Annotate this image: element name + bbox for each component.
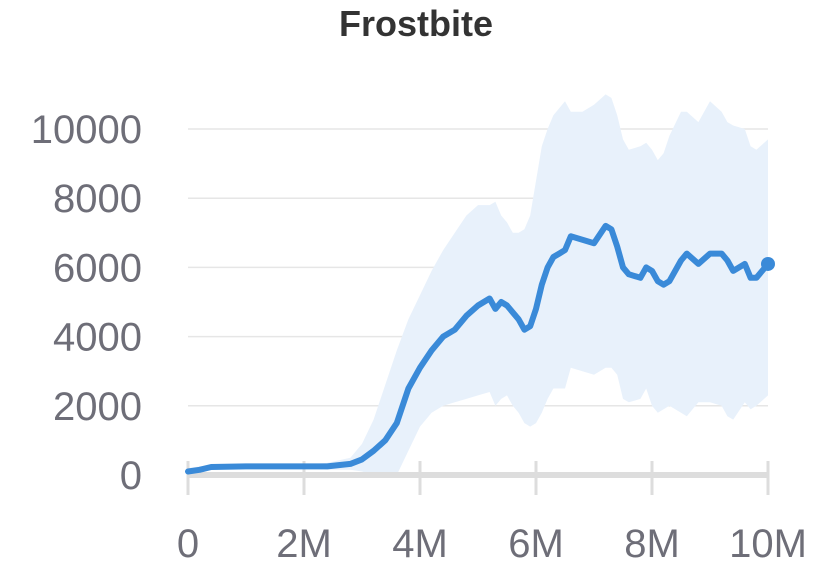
chart-title: Frostbite — [339, 3, 493, 44]
confidence-band — [188, 94, 768, 476]
x-tick-labels: 0 2M 4M 6M 8M 10M — [177, 522, 807, 566]
x-tick-label: 6M — [508, 522, 564, 566]
x-tick-label: 0 — [177, 522, 199, 566]
y-tick-label: 4000 — [53, 316, 142, 360]
confidence-band-area — [188, 94, 768, 476]
y-tick-labels: 0 2000 4000 6000 8000 10000 — [31, 108, 142, 498]
y-tick-label: 0 — [120, 454, 142, 498]
x-tick-label: 4M — [392, 522, 448, 566]
y-tick-label: 10000 — [31, 108, 142, 152]
x-axis — [186, 461, 770, 495]
y-tick-label: 8000 — [53, 177, 142, 221]
series-end-marker — [761, 256, 775, 271]
y-tick-label: 2000 — [53, 385, 142, 429]
x-tick-label: 2M — [276, 522, 332, 566]
y-tick-label: 6000 — [53, 246, 142, 290]
series-line-path — [185, 222, 771, 475]
x-tick-label: 10M — [729, 522, 807, 566]
x-tick-label: 8M — [624, 522, 680, 566]
series-line — [185, 222, 775, 475]
